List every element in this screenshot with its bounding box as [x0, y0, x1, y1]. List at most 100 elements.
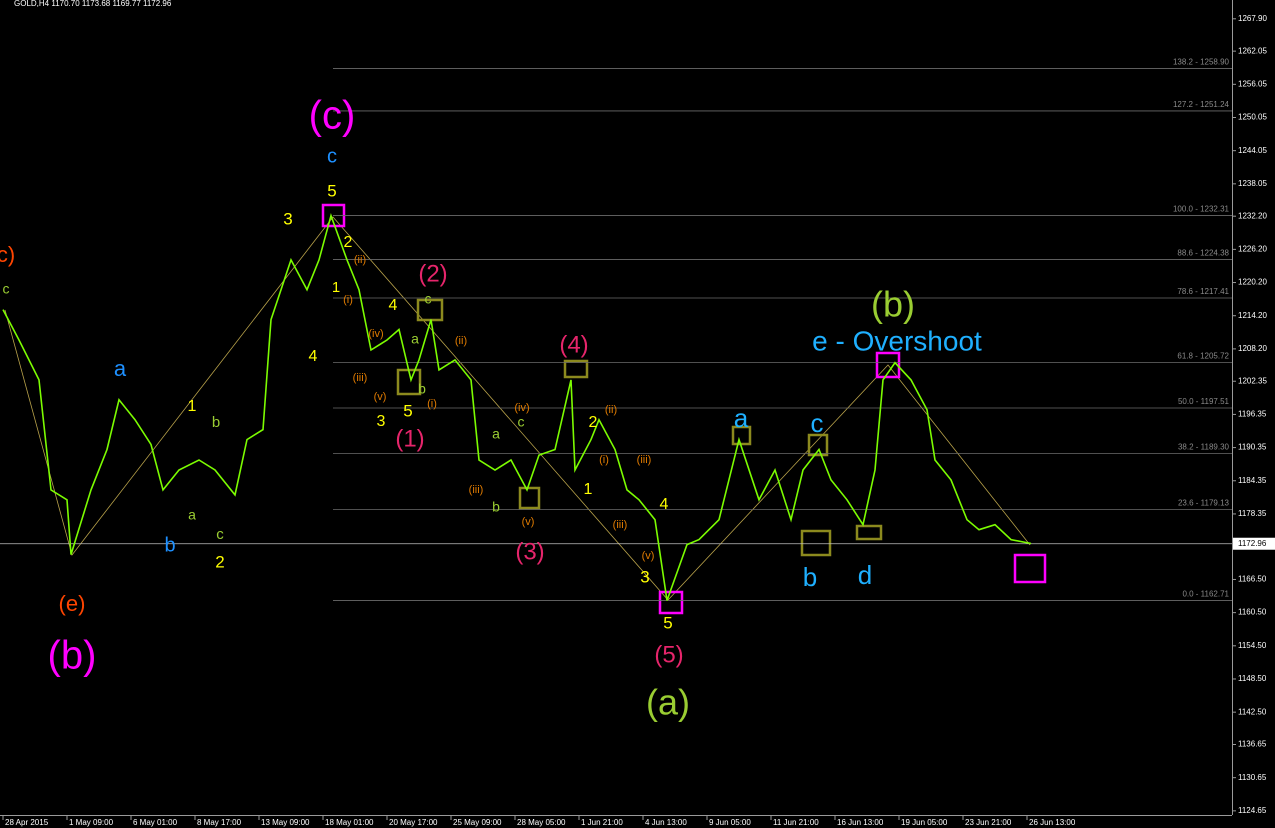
x-tick-label: 6 May 01:00	[133, 818, 178, 827]
wave-label: 2	[215, 552, 224, 571]
y-tick-label: 1267.90	[1238, 14, 1267, 23]
current-price-box	[1233, 537, 1275, 550]
wave-label: b	[164, 534, 175, 556]
wave-label: (e)	[59, 591, 86, 616]
box	[1013, 553, 1047, 584]
wave-label: 3	[377, 413, 386, 430]
wave-label: 1	[332, 279, 340, 296]
wave-label: 5	[663, 613, 672, 632]
wave-label: b	[212, 414, 220, 431]
y-tick-label: 1238.05	[1238, 179, 1267, 188]
y-tick-label: 1244.05	[1238, 146, 1267, 155]
wave-label: 4	[309, 348, 318, 365]
box	[855, 524, 883, 541]
wave-label: 3	[640, 567, 649, 586]
wave-label: (a)	[646, 682, 690, 723]
wave-label: 4	[660, 496, 669, 513]
wave-label: a	[188, 507, 196, 523]
fib-label: 88.6 - 1224.38	[1177, 249, 1229, 258]
y-tick-label: 1154.50	[1238, 641, 1267, 650]
wave-label: (v)	[374, 391, 387, 403]
x-tick-label: 11 Jun 21:00	[773, 818, 819, 827]
fib-label: 138.2 - 1258.90	[1173, 58, 1230, 67]
chart-title: GOLD,H4 1170.70 1173.68 1169.77 1172.96	[14, 0, 172, 8]
wave-label: a	[411, 331, 419, 347]
wave-label: b	[492, 499, 500, 515]
x-tick-label: 18 May 01:00	[325, 818, 374, 827]
x-tick-label: 4 Jun 13:00	[645, 818, 687, 827]
y-tick-label: 1166.50	[1238, 575, 1267, 584]
current-price-label: 1172.96	[1238, 539, 1267, 548]
fib-label: 0.0 - 1162.71	[1182, 590, 1229, 599]
wave-label: (iii)	[613, 519, 628, 531]
fib-label: 23.6 - 1179.13	[1178, 499, 1230, 508]
x-tick-label: 9 Jun 05:00	[709, 818, 751, 827]
y-tick-label: 1148.50	[1238, 674, 1267, 683]
wave-label: a	[492, 426, 500, 442]
wave-label: (c)	[309, 94, 356, 138]
wave-label: (iii)	[353, 372, 368, 384]
wave-label: (3)	[515, 538, 544, 565]
fib-label: 127.2 - 1251.24	[1173, 100, 1230, 109]
wave-label: 5	[327, 181, 336, 200]
price-line	[2, 212, 1032, 601]
wave-label: (ii)	[455, 335, 467, 347]
box	[875, 351, 901, 379]
wave-label: (2)	[418, 260, 447, 287]
y-tick-label: 1184.35	[1238, 476, 1267, 485]
wave-label: b	[803, 562, 817, 592]
wave-label: (iv)	[368, 328, 383, 340]
y-tick-label: 1136.65	[1238, 740, 1267, 749]
wave-label: (iv)	[514, 402, 529, 414]
wave-label: (4)	[559, 331, 588, 358]
box	[807, 433, 829, 457]
wave-label: a	[734, 403, 749, 433]
box	[563, 359, 589, 379]
wave-label: a	[114, 356, 127, 381]
wave-guides	[4, 216, 1031, 601]
x-tick-label: 23 Jun 21:00	[965, 818, 1012, 827]
fib-label: 38.2 - 1189.30	[1178, 443, 1230, 452]
wave-label: (b)	[871, 284, 915, 325]
y-tick-label: 1130.65	[1238, 773, 1267, 782]
wave-label: (1)	[395, 425, 424, 452]
wave-label: 2	[589, 414, 598, 431]
x-tick-label: 1 May 09:00	[69, 818, 114, 827]
box	[800, 529, 832, 557]
y-tick-label: 1214.20	[1238, 311, 1267, 320]
fib-label: 78.6 - 1217.41	[1177, 287, 1229, 296]
y-tick-label: 1250.05	[1238, 113, 1267, 122]
x-tick-label: 13 May 09:00	[261, 818, 310, 827]
fib-label: 100.0 - 1232.31	[1173, 205, 1230, 214]
fib-label: 50.0 - 1197.51	[1178, 397, 1230, 406]
wave-label: 3	[283, 209, 292, 228]
wave-label: 2	[344, 234, 353, 251]
box	[658, 590, 684, 615]
wave-label: (iii)	[637, 454, 652, 466]
wave-label: c	[425, 291, 432, 307]
wave-label: 4	[389, 297, 398, 314]
wave-label: c	[327, 145, 337, 167]
y-tick-label: 1208.20	[1238, 344, 1267, 353]
wave-label: (iii)	[469, 484, 484, 496]
x-tick-label: 28 May 05:00	[517, 818, 566, 827]
wave-guide	[4, 216, 1031, 601]
wave-label: c	[3, 281, 10, 297]
x-tick-label: 20 May 17:00	[389, 818, 438, 827]
wave-label: (5)	[654, 641, 683, 668]
y-tick-label: 1190.35	[1238, 443, 1267, 452]
y-tick-label: 1124.65	[1238, 806, 1267, 815]
x-tick-label: 25 May 09:00	[453, 818, 502, 827]
wave-label: 1	[584, 481, 593, 498]
box	[518, 486, 541, 510]
x-tick-label: 16 Jun 13:00	[837, 818, 884, 827]
wave-label: c	[811, 408, 824, 438]
wave-label: (i)	[343, 294, 353, 306]
wave-label: (v)	[642, 550, 655, 562]
wave-label: c)	[0, 242, 15, 267]
x-tick-label: 26 Jun 13:00	[1029, 818, 1076, 827]
wave-label: (ii)	[354, 254, 366, 266]
wave-label: (i)	[427, 398, 437, 410]
wave-label: 1	[188, 398, 197, 415]
wave-label: c	[216, 526, 224, 543]
